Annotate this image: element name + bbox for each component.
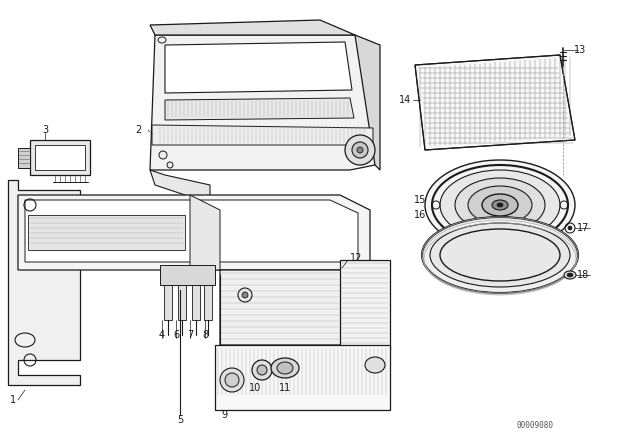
Polygon shape (30, 140, 90, 175)
Polygon shape (192, 270, 200, 320)
Text: 12: 12 (350, 253, 362, 263)
Ellipse shape (492, 200, 508, 210)
Ellipse shape (430, 223, 570, 287)
Ellipse shape (352, 142, 368, 158)
Ellipse shape (497, 203, 503, 207)
Polygon shape (150, 35, 375, 170)
Text: 11: 11 (279, 383, 291, 393)
Ellipse shape (482, 194, 518, 216)
Text: 8: 8 (202, 330, 208, 340)
Text: 13: 13 (574, 45, 586, 55)
Polygon shape (8, 180, 80, 385)
Polygon shape (178, 270, 186, 320)
Text: 17: 17 (577, 223, 589, 233)
Text: 7: 7 (187, 330, 193, 340)
Ellipse shape (271, 358, 299, 378)
Text: 1: 1 (10, 395, 16, 405)
Polygon shape (164, 270, 172, 320)
Text: 9: 9 (221, 410, 227, 420)
Polygon shape (152, 125, 373, 145)
Polygon shape (204, 270, 212, 320)
Text: 16: 16 (414, 210, 426, 220)
Ellipse shape (455, 178, 545, 232)
Ellipse shape (568, 226, 572, 230)
Ellipse shape (225, 373, 239, 387)
Polygon shape (165, 98, 354, 120)
Ellipse shape (345, 135, 375, 165)
Polygon shape (220, 270, 370, 345)
Ellipse shape (422, 217, 578, 293)
Ellipse shape (242, 292, 248, 298)
Polygon shape (35, 145, 85, 170)
Ellipse shape (257, 365, 267, 375)
Polygon shape (340, 260, 390, 350)
Text: 15: 15 (414, 195, 426, 205)
Ellipse shape (357, 147, 363, 153)
Polygon shape (150, 20, 355, 35)
Ellipse shape (440, 170, 560, 240)
Text: 18: 18 (577, 270, 589, 280)
Text: 6: 6 (173, 330, 179, 340)
Polygon shape (160, 265, 215, 285)
Polygon shape (25, 200, 358, 262)
Ellipse shape (564, 271, 576, 279)
Polygon shape (165, 42, 352, 93)
Polygon shape (215, 345, 390, 410)
Ellipse shape (220, 368, 244, 392)
Ellipse shape (365, 357, 385, 373)
Text: 2: 2 (135, 125, 141, 135)
Text: 5: 5 (177, 415, 183, 425)
Polygon shape (355, 35, 380, 170)
Ellipse shape (277, 362, 293, 374)
Text: 00009080: 00009080 (516, 421, 554, 430)
Text: 14: 14 (399, 95, 411, 105)
Polygon shape (190, 195, 220, 270)
Polygon shape (150, 170, 210, 200)
Polygon shape (18, 195, 370, 270)
Ellipse shape (425, 160, 575, 250)
Ellipse shape (468, 186, 532, 224)
Ellipse shape (252, 360, 272, 380)
Polygon shape (18, 148, 30, 168)
Text: 4: 4 (159, 330, 165, 340)
Text: 10: 10 (249, 383, 261, 393)
Ellipse shape (567, 273, 573, 277)
Text: 3: 3 (42, 125, 48, 135)
Polygon shape (28, 215, 185, 250)
Polygon shape (415, 55, 575, 150)
